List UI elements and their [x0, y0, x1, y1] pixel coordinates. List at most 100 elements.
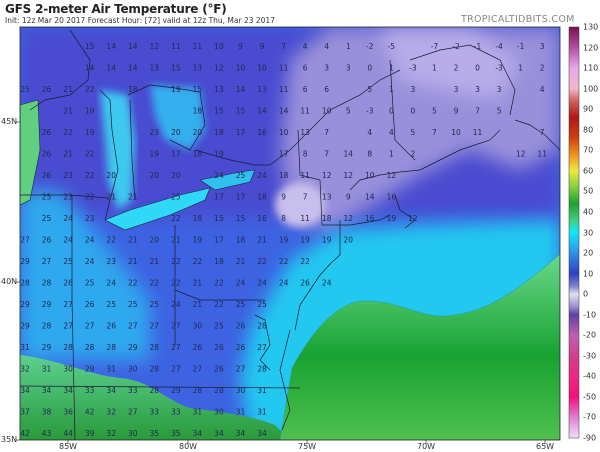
temp-label: 7: [281, 42, 286, 51]
temp-label: 29: [42, 343, 52, 352]
temp-label: 30: [236, 386, 246, 395]
temp-label: 28: [193, 386, 203, 395]
temp-label: 25: [171, 193, 181, 202]
temp-label: 24: [171, 300, 181, 309]
temp-label: 23: [63, 193, 73, 202]
temp-label: 18: [128, 85, 138, 94]
temp-label: 7: [324, 150, 329, 159]
temp-label: 22: [106, 236, 116, 245]
temp-label: 13: [257, 85, 267, 94]
temp-label: 26: [300, 279, 310, 288]
temp-label: 10: [365, 171, 375, 180]
temp-label: -3: [366, 107, 374, 116]
temp-label: 12: [343, 214, 353, 223]
temp-label: 10: [257, 64, 267, 73]
temp-label: 8: [281, 214, 286, 223]
temp-label: 15: [236, 107, 246, 116]
temp-label: 25: [128, 300, 138, 309]
temp-label: 15: [85, 42, 95, 51]
temp-label: 26: [42, 171, 52, 180]
temp-label: 11: [537, 150, 547, 159]
temp-label: 39: [85, 429, 95, 438]
temp-label: 26: [106, 322, 116, 331]
temp-label: 42: [20, 429, 30, 438]
temp-label: 19: [300, 236, 310, 245]
temp-label: 28: [150, 386, 160, 395]
temp-label: 26: [42, 150, 52, 159]
temp-label: 9: [346, 193, 351, 202]
temp-label: 18: [214, 128, 224, 137]
colorbar-tick-label: -40: [583, 371, 597, 381]
temp-label: 24: [214, 171, 224, 180]
temp-label: 29: [20, 300, 30, 309]
temp-label: 30: [128, 429, 138, 438]
temp-label: 29: [42, 300, 52, 309]
temp-label: 4: [367, 128, 372, 137]
lat-label-40n: 40N: [1, 277, 18, 286]
temp-label: 18: [193, 150, 203, 159]
temp-label: 17: [214, 193, 224, 202]
temp-label: 15: [171, 64, 181, 73]
temp-label: 28: [257, 365, 267, 374]
temp-label: 18: [193, 107, 203, 116]
temp-label: 42: [85, 408, 95, 417]
temp-label: 22: [257, 257, 267, 266]
temp-label: 19: [85, 107, 95, 116]
temp-label: 26: [42, 85, 52, 94]
temp-label: 28: [42, 322, 52, 331]
temp-label: 2: [540, 64, 545, 73]
temp-label: 24: [257, 171, 267, 180]
temp-label: 14: [128, 64, 138, 73]
temp-label: 28: [150, 365, 160, 374]
temp-label: 14: [106, 42, 116, 51]
temp-label: 19: [150, 150, 160, 159]
temp-label: 43: [42, 429, 52, 438]
temp-label: 22: [279, 257, 289, 266]
temp-label: 11: [300, 171, 310, 180]
temp-label: 20: [193, 128, 203, 137]
temp-label: 25: [42, 214, 52, 223]
temp-label: 31: [106, 365, 116, 374]
temp-label: 17: [279, 150, 289, 159]
colorbar-tick-label: -10: [583, 310, 597, 320]
colorbar-tick-label: -30: [583, 351, 597, 361]
temp-label: 14: [85, 64, 95, 73]
lon-label-65w: 65W: [536, 442, 555, 451]
temp-label: 35: [171, 429, 181, 438]
temp-label: 14: [128, 42, 138, 51]
temp-label: 24: [322, 279, 332, 288]
temp-label: -2: [366, 42, 374, 51]
temp-label: 7: [540, 128, 545, 137]
temp-label: 3: [411, 85, 416, 94]
temp-label: 27: [171, 343, 181, 352]
temp-label: 4: [540, 85, 545, 94]
temp-label: 11: [473, 128, 483, 137]
temp-label: 22: [171, 214, 181, 223]
map-field: 15 14 14 12 11 11 10 9 9 7 4 4 1 -2 -5 -7 -2 -1 -4 -1 314 14 1…: [20, 27, 560, 440]
temp-label: 5: [497, 107, 502, 116]
temp-label: 4: [324, 42, 329, 51]
temp-label: 19: [279, 236, 289, 245]
temp-label: 12: [214, 64, 224, 73]
temp-label: -1: [474, 42, 482, 51]
temp-label: 25: [214, 322, 224, 331]
temp-label: 24: [85, 257, 95, 266]
temp-label: 19: [85, 128, 95, 137]
temp-label: 25: [106, 300, 116, 309]
temp-label: 18: [322, 214, 332, 223]
temp-label: 28: [106, 343, 116, 352]
temp-label: 16: [387, 193, 397, 202]
colorbar-tick-label: 0: [583, 289, 589, 299]
temp-label: 11: [279, 64, 289, 73]
temp-label: 22: [214, 279, 224, 288]
colorbar-tick-label: 130: [583, 22, 599, 32]
temp-label: 14: [365, 193, 375, 202]
temp-label: 20: [171, 171, 181, 180]
temp-label: 20: [343, 236, 353, 245]
axis-ticks: [16, 121, 546, 444]
colorbar-tick-label: 30: [583, 228, 594, 237]
temp-label: 24: [106, 279, 116, 288]
colorbar-tick-label: 10: [583, 269, 594, 279]
colorbar: [568, 26, 580, 439]
